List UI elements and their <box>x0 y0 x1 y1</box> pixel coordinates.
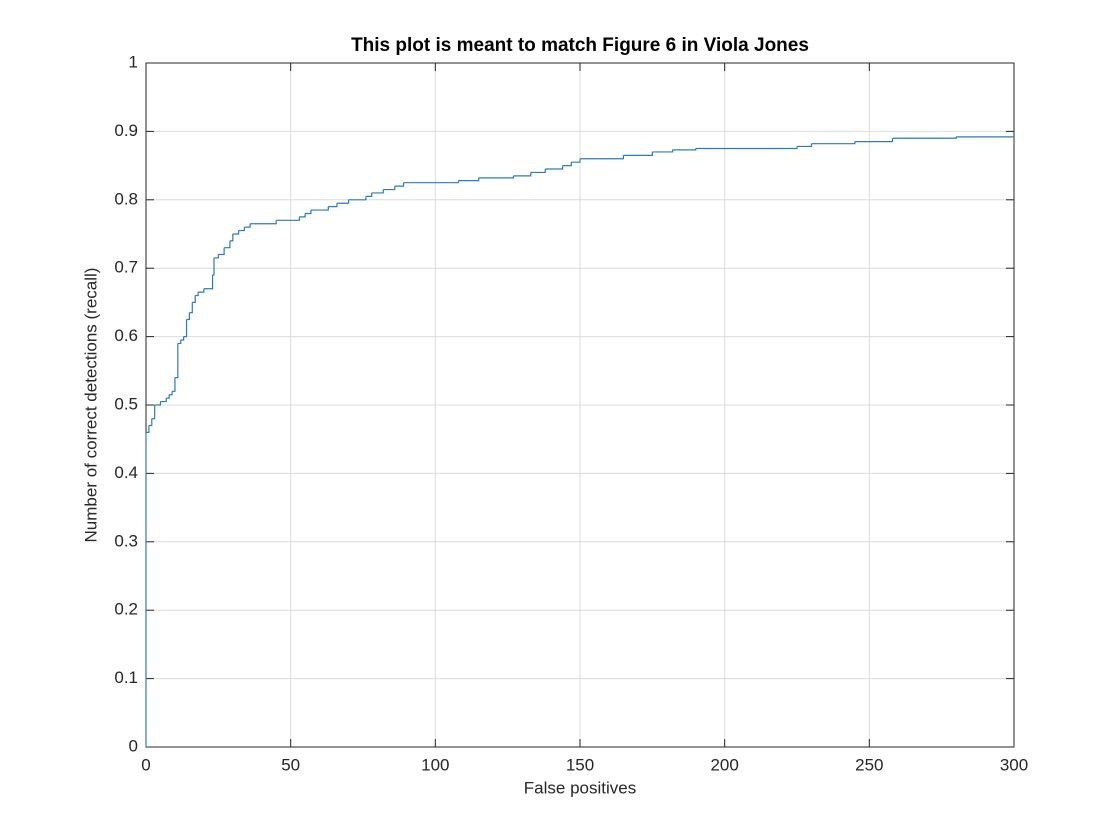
step-segment <box>305 210 312 215</box>
step-segment <box>189 302 193 314</box>
step-segment <box>172 377 176 392</box>
step-segment <box>238 227 245 232</box>
step-segment <box>166 394 170 399</box>
x-tick-label: 50 <box>281 755 300 774</box>
step-segment <box>571 158 581 163</box>
step-segment <box>892 136 957 139</box>
axes-box <box>145 62 1015 748</box>
step-segment <box>160 398 167 403</box>
y-tick-label: 0.9 <box>114 121 138 140</box>
x-tick-label: 300 <box>1000 755 1028 774</box>
step-segment <box>458 177 480 182</box>
step-segment <box>652 149 674 153</box>
step-segment <box>383 186 396 191</box>
step-segment <box>695 146 798 150</box>
step-segment <box>213 254 219 259</box>
step-segment <box>229 234 234 242</box>
step-segment <box>348 196 367 201</box>
step-segment <box>336 199 350 204</box>
step-segment <box>562 162 572 167</box>
step-segment <box>224 240 231 249</box>
step-segment <box>244 223 251 228</box>
y-tick-label: 0.1 <box>114 668 138 687</box>
y-tick-label: 0.7 <box>114 258 138 277</box>
step-segment <box>146 425 150 433</box>
x-axis-label: False positives <box>524 778 636 797</box>
y-tick-label: 0.4 <box>114 463 138 482</box>
x-tick-label: 150 <box>566 755 594 774</box>
chart-title: This plot is meant to match Figure 6 in … <box>351 35 809 56</box>
y-tick-label: 0 <box>129 736 138 755</box>
step-segment <box>672 148 697 151</box>
step-segment <box>148 418 153 427</box>
step-segment <box>394 182 405 187</box>
step-segment <box>545 165 564 170</box>
y-tick-label: 0.6 <box>114 326 138 345</box>
step-segment <box>186 312 190 321</box>
step-segment <box>403 180 460 184</box>
step-segment <box>212 257 215 276</box>
step-segment <box>180 336 185 341</box>
step-segment <box>183 319 188 338</box>
step-segment <box>151 405 156 420</box>
y-tick-label: 0.5 <box>114 394 138 413</box>
step-segment <box>530 169 546 174</box>
y-tick-label: 0.2 <box>114 600 138 619</box>
step-segment <box>177 340 182 345</box>
step-segment <box>580 155 624 160</box>
step-segment <box>811 141 856 145</box>
step-segment <box>203 275 214 290</box>
step-segment <box>218 247 225 256</box>
x-tick-label: 0 <box>141 755 150 774</box>
step-segment <box>195 292 199 297</box>
step-segment <box>478 175 515 179</box>
step-segment <box>276 216 300 221</box>
step-segment <box>299 213 306 218</box>
step-segment <box>174 343 179 379</box>
step-segment <box>169 391 173 396</box>
y-tick-label: 1 <box>129 52 138 71</box>
step-segment <box>365 192 373 197</box>
step-segment <box>328 203 338 208</box>
y-axis-label: Number of correct detections (recall) <box>81 268 100 543</box>
step-segment <box>854 138 894 143</box>
step-segment <box>250 220 277 225</box>
step-segment <box>232 230 240 235</box>
y-tick-label: 0.3 <box>114 531 138 550</box>
step-segment <box>198 288 205 293</box>
step-segment <box>513 172 532 177</box>
step-segment <box>797 143 813 148</box>
step-segment <box>154 401 162 406</box>
x-tick-label: 200 <box>710 755 738 774</box>
step-segment <box>310 206 329 211</box>
y-tick-label: 0.8 <box>114 189 138 208</box>
x-tick-label: 100 <box>421 755 449 774</box>
step-segment <box>623 151 653 156</box>
step-segment <box>192 295 196 303</box>
x-tick-label: 250 <box>855 755 883 774</box>
step-segment <box>371 189 384 194</box>
